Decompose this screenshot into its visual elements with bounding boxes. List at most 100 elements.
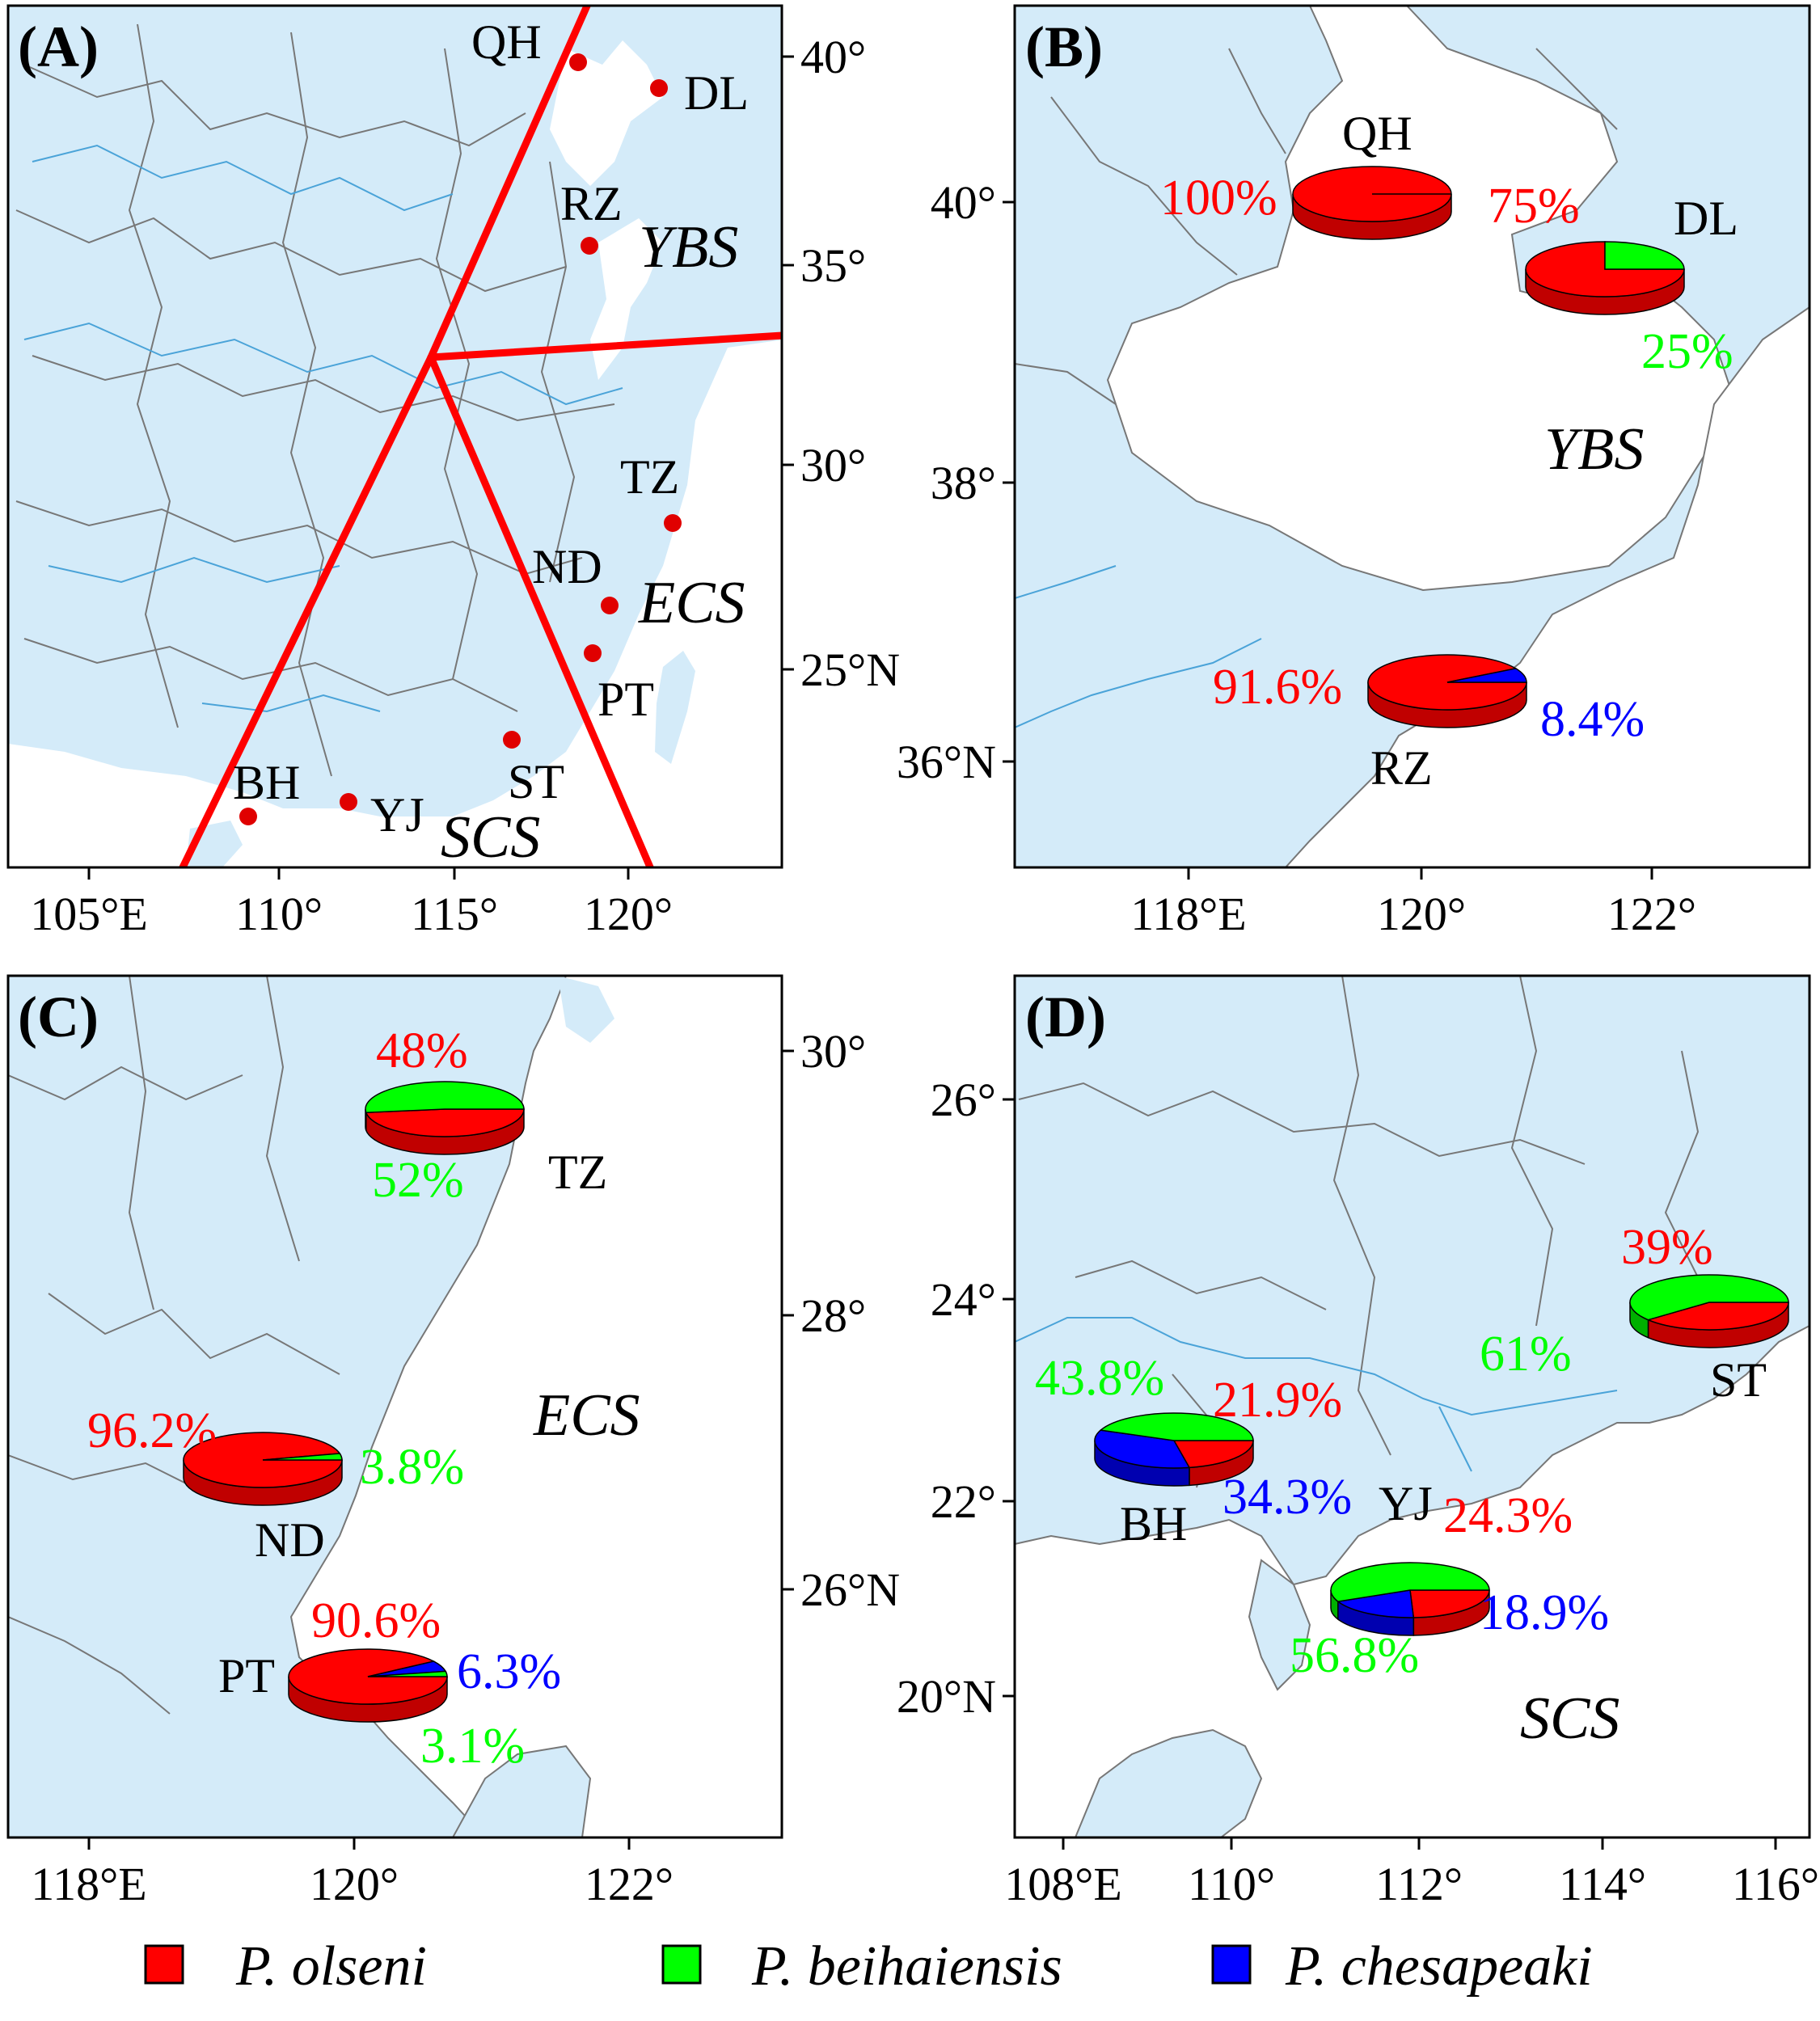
panel-d-hainan <box>1074 1728 1263 1837</box>
pie-slice-yj-beihaiensis <box>1330 1562 1490 1602</box>
pie-slice-yj-olseni <box>1409 1589 1490 1618</box>
pct-pt-chesapeaki: 6.3% <box>457 1644 561 1699</box>
panel-b-xtick-1: 118°E <box>1130 888 1246 940</box>
site-dot-st <box>503 731 521 749</box>
pie-slice-bh-olseni <box>1172 1440 1254 1469</box>
site-label-tz-c: TZ <box>548 1146 607 1199</box>
panel-a-ytick-1: 40° <box>800 31 866 83</box>
site-label-tz: TZ <box>620 450 679 504</box>
site-dot-yj <box>340 793 357 811</box>
panel-c-xtick-2: 120° <box>310 1858 399 1910</box>
pct-yj-beihaiensis: 56.8% <box>1290 1628 1419 1683</box>
site-label-dl: DL <box>684 66 749 120</box>
pct-st-olseni: 39% <box>1621 1220 1713 1275</box>
site-label-bh-d: BH <box>1120 1497 1187 1551</box>
panel-a-bohai-sea <box>8 6 782 867</box>
site-dot-qh <box>569 53 587 71</box>
site-dot-pt <box>584 644 602 662</box>
panel-a-site-dots <box>239 53 682 825</box>
panel-a-korea <box>703 81 782 331</box>
panel-a-yellow-sea <box>590 218 663 380</box>
panel-b-frame <box>1013 4 1811 869</box>
panel-b-ytick-3: 36°N <box>897 736 996 788</box>
panel-a-xtick-3: 115° <box>411 888 498 940</box>
panel-a-xtick-1: 105°E <box>30 888 148 940</box>
region-label-scs: SCS <box>441 804 540 871</box>
panel-d-xtick-3: 112° <box>1375 1858 1463 1910</box>
site-label-bh: BH <box>233 756 300 809</box>
legend-label-chesapeaki: P. chesapeaki <box>1285 1935 1593 1998</box>
panel-a-ytick-4: 25°N <box>800 643 900 696</box>
pct-yj-olseni: 24.3% <box>1443 1488 1573 1543</box>
panel-d-xtick-5: 116° <box>1732 1858 1819 1910</box>
panel-label-c: (C) <box>18 985 99 1049</box>
pie-slice-nd-beihaiensis <box>262 1453 343 1461</box>
panel-c-taiwan <box>451 1745 592 1837</box>
pie-slice-st-beihaiensis <box>1629 1274 1789 1321</box>
site-label-pt: PT <box>598 673 654 726</box>
pct-dl-beihaiensis: 25% <box>1641 324 1733 379</box>
panel-label-d: (D) <box>1025 985 1106 1049</box>
site-label-pt-c: PT <box>218 1649 275 1702</box>
site-dot-nd <box>601 597 619 614</box>
panel-a-xtick-4: 120° <box>584 888 673 940</box>
pie-slice-tz-olseni <box>365 1108 525 1137</box>
panel-c-xtick-3: 122° <box>585 1858 674 1910</box>
panel-a-ytick-3: 30° <box>800 439 866 492</box>
site-dot-rz <box>581 237 598 255</box>
panel-b-xtick-3: 122° <box>1607 888 1696 940</box>
pie-slice-pt-beihaiensis <box>367 1670 448 1677</box>
pie-slice-rz-chesapeaki <box>1446 668 1527 683</box>
panel-d-province-borders <box>1018 976 1707 1488</box>
region-label-ybs-b: YBS <box>1544 416 1644 483</box>
pct-nd-beihaiensis: 3.8% <box>360 1440 464 1495</box>
pie-slice-dl-beihaiensis <box>1604 241 1685 270</box>
panel-d: SCS ST BH YJ 39% 61% 43.8% 21.9% 34.3% 2… <box>897 974 1819 1910</box>
region-label-scs-d: SCS <box>1520 1686 1619 1752</box>
site-label-qh-b: QH <box>1342 107 1413 160</box>
panel-a-frame <box>6 4 783 869</box>
pct-bh-olseni: 21.9% <box>1213 1373 1342 1428</box>
legend-swatch-olseni <box>144 1944 184 1985</box>
pie-slice-st-olseni <box>1646 1302 1789 1331</box>
panel-c-ytick-3: 26°N <box>800 1563 900 1616</box>
panel-d-frame <box>1013 974 1811 1839</box>
site-label-dl-b: DL <box>1674 192 1738 245</box>
panel-b-ytick-1: 40° <box>931 176 996 229</box>
region-label-ybs: YBS <box>639 214 738 281</box>
pct-dl-olseni: 75% <box>1488 179 1580 234</box>
panel-b-bohai-sea <box>1106 6 1732 592</box>
panel-d-ytick-3: 22° <box>931 1475 996 1528</box>
panel-c-pies <box>183 1081 525 1723</box>
legend-label-beihaiensis: P. beihaiensis <box>751 1935 1062 1998</box>
panel-d-leizhou <box>1248 1559 1311 1691</box>
panel-d-xtick-4: 114° <box>1559 1858 1646 1910</box>
panel-a: QH DL RZ TZ ND PT ST YJ BH YBS ECS SCS (… <box>6 4 900 940</box>
panel-a-ticks <box>87 55 794 880</box>
panel-c-frame <box>6 974 783 1839</box>
pie-tz <box>365 1081 525 1155</box>
panel-c-ticks <box>87 1049 794 1850</box>
panel-d-pies <box>1094 1274 1789 1636</box>
pie-slice-bh-beihaiensis <box>1099 1412 1254 1441</box>
pct-rz-olseni: 91.6% <box>1213 660 1342 715</box>
panel-a-region-boundaries <box>178 6 782 867</box>
panel-d-xtick-1: 108°E <box>1004 1858 1122 1910</box>
site-label-yj-d: YJ <box>1379 1477 1433 1530</box>
pie-qh <box>1292 166 1452 240</box>
pct-pt-olseni: 90.6% <box>311 1593 441 1648</box>
legend-swatch-beihaiensis <box>661 1944 702 1985</box>
pct-tz-olseni: 48% <box>376 1023 468 1078</box>
pct-st-beihaiensis: 61% <box>1480 1327 1572 1382</box>
panel-label-a: (A) <box>18 15 99 79</box>
panel-b-xtick-2: 120° <box>1377 888 1466 940</box>
site-label-qh: QH <box>471 15 542 69</box>
panel-c-xtick-1: 118°E <box>31 1858 146 1910</box>
legend-label-olseni: P. olseni <box>235 1935 427 1998</box>
pct-qh-olseni: 100% <box>1160 171 1277 226</box>
panel-b-pies <box>1292 166 1685 728</box>
pie-slice-tz-beihaiensis <box>365 1081 525 1114</box>
site-dot-bh <box>239 808 257 825</box>
panel-d-ytick-1: 26° <box>931 1074 996 1126</box>
